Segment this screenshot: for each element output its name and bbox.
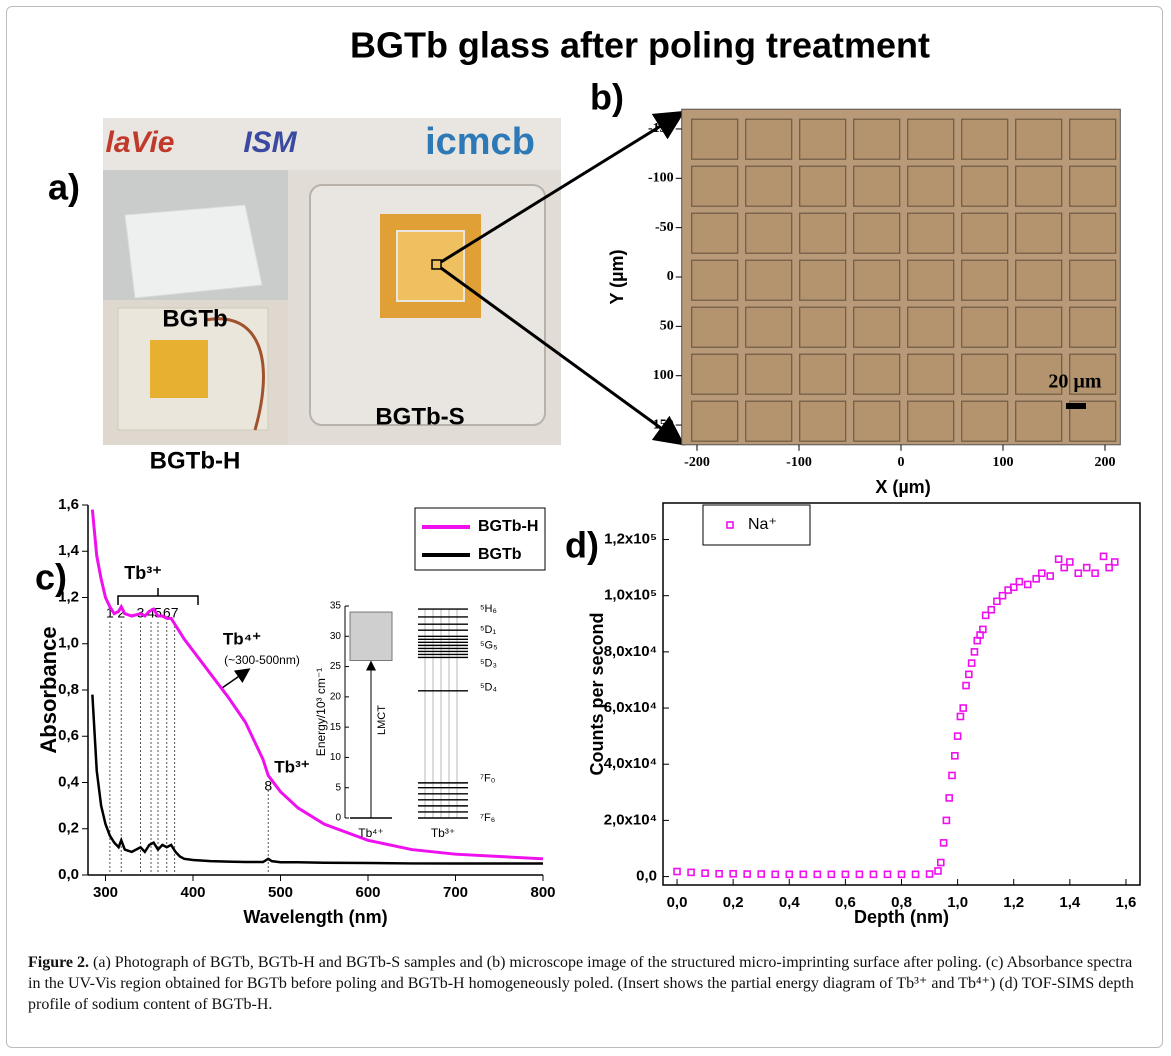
frame [6,6,1163,1048]
page: BGTb glass after poling treatment a)laVi… [0,0,1171,1056]
